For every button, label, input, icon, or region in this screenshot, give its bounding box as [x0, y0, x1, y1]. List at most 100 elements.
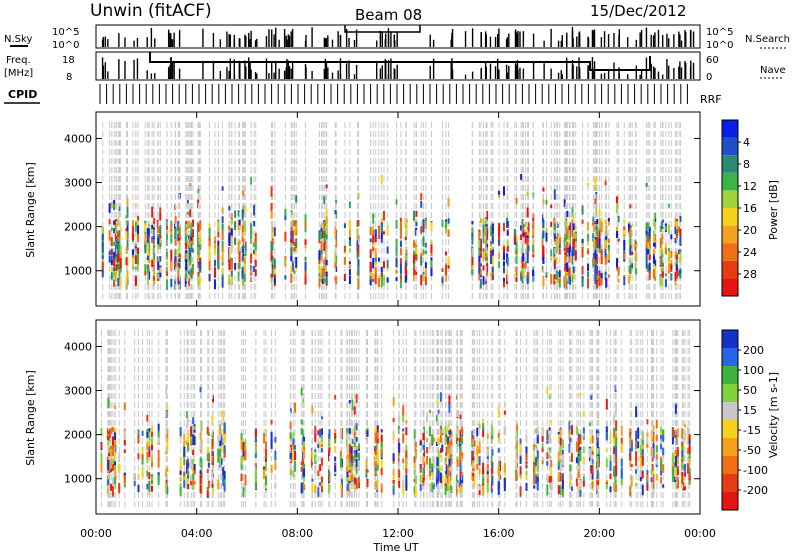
echo-cell: [356, 230, 359, 237]
echo-cell: [219, 440, 222, 447]
echo-cell: [448, 484, 451, 490]
echo-cell: [662, 447, 665, 455]
echo-cell: [605, 398, 608, 410]
echo-cell: [264, 449, 267, 459]
echo-cell: [519, 474, 522, 478]
echo-cell: [569, 464, 572, 474]
echo-cell: [459, 451, 462, 460]
echo-cell: [289, 408, 292, 414]
echo-cell: [615, 420, 618, 432]
echo-cell: [594, 176, 597, 188]
echo-cell: [178, 258, 181, 262]
cpid-value: RRF: [700, 93, 722, 106]
echo-cell: [459, 469, 462, 480]
echo-cell: [221, 223, 224, 231]
echo-cell: [348, 418, 351, 426]
echo-cell: [479, 263, 482, 267]
echo-cell: [515, 423, 518, 434]
echo-cell: [605, 421, 608, 430]
echo-cell: [635, 251, 638, 263]
echo-cell: [670, 265, 673, 270]
echo-cell: [604, 179, 607, 186]
echo-cell: [153, 276, 156, 281]
echo-cell: [199, 474, 202, 484]
echo-cell: [355, 437, 358, 442]
echo-cell: [460, 435, 463, 445]
echo-cell: [478, 250, 481, 256]
echo-cell: [609, 473, 612, 479]
echo-cell: [193, 426, 196, 430]
echo-cell: [113, 477, 116, 485]
y-tick-label: 1000: [64, 265, 92, 278]
echo-cell: [550, 256, 553, 260]
echo-cell: [430, 260, 433, 268]
echo-cell: [575, 442, 578, 451]
echo-cell: [148, 431, 151, 441]
echo-cell: [113, 440, 116, 446]
echo-cell: [568, 230, 571, 241]
echo-cell: [497, 406, 500, 418]
echo-cell: [616, 203, 619, 213]
echo-cell: [482, 462, 485, 474]
echo-cell: [616, 258, 619, 268]
echo-cell: [174, 238, 177, 245]
echo-cell: [311, 451, 314, 459]
echo-cell: [674, 430, 677, 439]
echo-cell: [664, 247, 667, 255]
echo-cell: [170, 220, 173, 228]
echo-cell: [424, 242, 427, 248]
echo-cell: [376, 438, 379, 444]
echo-cell: [197, 247, 200, 251]
echo-cell: [473, 429, 476, 434]
echo-cell: [108, 462, 111, 468]
echo-cell: [441, 444, 444, 452]
echo-cell: [270, 248, 273, 255]
echo-cell: [273, 227, 276, 237]
echo-cell: [254, 232, 257, 238]
echo-cell: [101, 233, 104, 240]
echo-cell: [550, 204, 553, 209]
echo-cell: [478, 274, 481, 281]
echo-cell: [675, 259, 678, 264]
echo-cell: [323, 267, 326, 277]
echo-cell: [178, 254, 181, 259]
echo-cell: [311, 478, 314, 482]
echo-cell: [659, 225, 662, 232]
echo-cell: [536, 435, 539, 444]
echo-cell: [688, 467, 691, 473]
echo-cell: [515, 445, 518, 450]
echo-cell: [422, 462, 425, 471]
echo-cell: [321, 476, 324, 485]
echo-cell: [646, 470, 649, 478]
echo-cell: [114, 248, 117, 260]
echo-cell: [234, 221, 237, 231]
echo-cell: [101, 236, 104, 248]
echo-cell: [661, 268, 664, 278]
echo-cell: [343, 223, 346, 229]
echo-cell: [153, 258, 156, 266]
echo-cell: [335, 236, 338, 241]
echo-cell: [550, 403, 553, 408]
echo-cell: [230, 260, 233, 270]
echo-cell: [134, 221, 137, 232]
echo-cell: [662, 464, 665, 474]
echo-cell: [600, 218, 603, 223]
echo-cell: [536, 461, 539, 472]
echo-cell: [678, 249, 681, 255]
echo-cell: [350, 466, 353, 476]
echo-cell: [346, 474, 349, 484]
echo-cell: [153, 252, 156, 260]
echo-cell: [289, 421, 292, 429]
echo-cell: [613, 450, 616, 459]
echo-cell: [339, 451, 342, 457]
echo-cell: [482, 251, 485, 261]
echo-cell: [448, 403, 451, 413]
echo-cell: [157, 273, 160, 279]
echo-cell: [594, 249, 597, 260]
echo-cell: [353, 450, 356, 454]
echo-cell: [571, 207, 574, 218]
echo-cell: [648, 226, 651, 232]
echo-cell: [179, 477, 182, 482]
echo-cell: [325, 260, 328, 266]
